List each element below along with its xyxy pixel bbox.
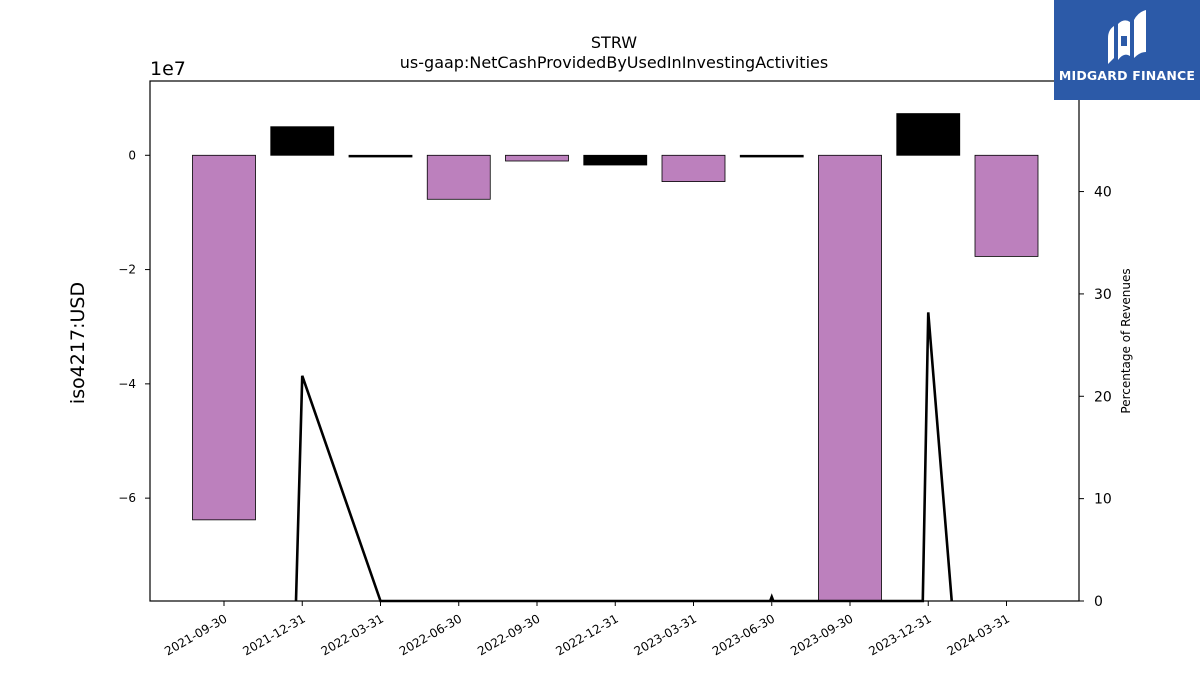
bar-2022-12-31 — [583, 154, 648, 166]
y-axis: 0 −2 −4 −6 — [118, 148, 150, 505]
bar-2022-06-30 — [426, 154, 491, 200]
y2-tick-label: 20 — [1094, 389, 1112, 405]
x-tick-label: 2022-03-31 — [319, 611, 386, 658]
bar-2023-03-31 — [661, 154, 726, 182]
line-percentage-of-revenues — [294, 312, 954, 603]
bar-2022-09-30 — [505, 154, 569, 162]
bar-2022-03-31 — [348, 154, 413, 158]
x-axis: 2021-09-30 2021-12-31 2022-03-31 2022-06-30… — [162, 601, 1012, 658]
y2-axis: 0 10 20 30 40 — [1079, 185, 1112, 610]
x-tick-label: 2021-12-31 — [240, 611, 307, 658]
chart-title: STRW — [591, 33, 637, 52]
midgard-finance-logo: MIDGARD FINANCE — [1054, 0, 1200, 100]
logo-mark-icon — [1108, 10, 1146, 64]
y2-tick-label: 0 — [1094, 594, 1103, 610]
bars-layer — [192, 113, 1039, 602]
plot-frame — [149, 80, 1080, 602]
bar-2023-12-31 — [896, 113, 961, 156]
y2-tick-label: 30 — [1094, 287, 1112, 303]
bar-2023-06-30 — [739, 154, 804, 158]
bar-2021-12-31 — [270, 126, 335, 156]
bar-2024-03-31 — [974, 154, 1039, 257]
line-layer — [294, 312, 954, 603]
x-tick-label: 2021-09-30 — [162, 611, 229, 658]
logo-text: MIDGARD FINANCE — [1058, 68, 1196, 83]
y2-axis-label: Percentage of Revenues — [1119, 268, 1133, 413]
y-tick-label: −6 — [118, 491, 136, 505]
x-tick-label: 2022-09-30 — [475, 611, 542, 658]
x-tick-label: 2023-06-30 — [710, 611, 777, 658]
bar-2023-09-30 — [818, 154, 882, 602]
y-tick-label: −2 — [118, 263, 136, 277]
x-tick-label: 2023-03-31 — [632, 611, 699, 658]
y2-tick-label: 10 — [1094, 492, 1112, 508]
chart-subtitle: us-gaap:NetCashProvidedByUsedInInvesting… — [400, 53, 828, 72]
x-tick-label: 2023-09-30 — [788, 611, 855, 658]
y-offset-label: 1e7 — [150, 58, 186, 80]
y-tick-label: 0 — [128, 148, 136, 162]
x-tick-label: 2022-06-30 — [397, 611, 464, 658]
y-tick-label: −4 — [118, 377, 136, 391]
y-axis-label: iso4217:USD — [67, 282, 89, 404]
bar-2021-09-30 — [192, 154, 256, 521]
x-tick-label: 2023-12-31 — [866, 611, 933, 658]
x-tick-label: 2024-03-31 — [945, 611, 1012, 658]
y2-tick-label: 40 — [1094, 185, 1112, 201]
x-tick-label: 2022-12-31 — [553, 611, 620, 658]
